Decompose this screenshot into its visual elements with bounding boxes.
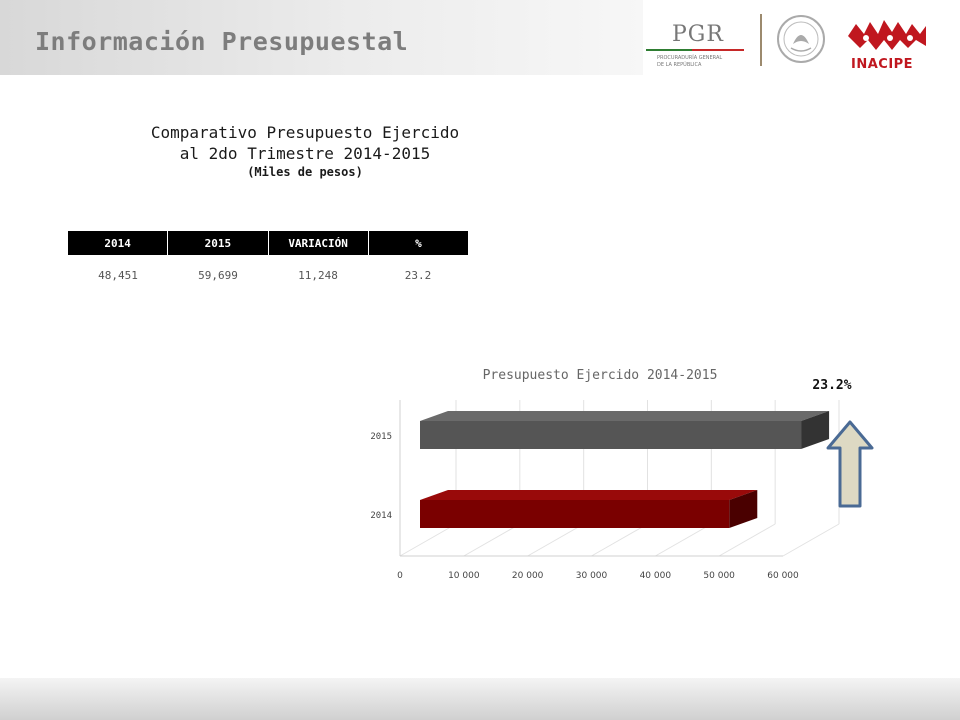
table-cell: 23.2 (404, 268, 432, 282)
chart-title: Presupuesto Ejercido 2014-2015 (483, 368, 718, 383)
tick-label: 50 000 (703, 571, 735, 581)
pgr-subtitle-1: PROCURADURÍA GENERAL (657, 55, 723, 61)
table-header-cell: VARIACIÓN (269, 231, 369, 255)
gridline-floor (463, 523, 521, 557)
bar-top-2015 (420, 411, 830, 421)
report-title-line-1: Comparativo Presupuesto Ejercido (150, 123, 460, 142)
table-header-cell: 2014 (68, 231, 169, 255)
budget-bar-chart: Presupuesto Ejercido 2014-2015 2014 2015 0 1… (370, 368, 874, 581)
table-header-cell: 2015 (168, 231, 269, 255)
inacipe-logo-icon (848, 20, 926, 50)
bar-2014 (420, 500, 730, 528)
report-units: (Miles de pesos) (247, 165, 363, 179)
inacipe-logo-text: INACIPE (851, 57, 914, 72)
pgr-subtitle-2: DE LA REPÚBLICA (657, 62, 702, 68)
budget-table: 2014 2015 VARIACIÓN % 48,451 59,699 11,2… (68, 231, 468, 295)
tick-label: 60 000 (767, 571, 799, 581)
table-cell: 48,451 (98, 268, 138, 282)
pgr-rule-red (692, 49, 744, 51)
gridline-floor (718, 523, 776, 557)
header-band (0, 0, 643, 75)
bar-side-2015 (801, 411, 830, 449)
report-title-line-2: al 2do Trimestre 2014-2015 (179, 144, 431, 163)
report-title-block: Comparativo Presupuesto Ejercido al 2do … (100, 122, 510, 180)
category-label: 2015 (370, 432, 392, 442)
bar-side-2014 (729, 490, 758, 528)
table-cell: 59,699 (198, 268, 238, 282)
increase-arrow-icon (826, 420, 874, 508)
tick-label: 30 000 (576, 571, 608, 581)
category-label: 2014 (370, 511, 392, 521)
gridline-floor (591, 523, 648, 557)
table-cell: 11,248 (298, 268, 338, 282)
table-row: 48,451 59,699 11,248 23.2 (68, 255, 468, 295)
pgr-logo-text: PGR (672, 22, 724, 47)
tick-label: 40 000 (640, 571, 672, 581)
gridline-floor (655, 523, 712, 557)
gridline-floor (782, 523, 840, 557)
logo-divider (760, 14, 762, 66)
variation-annotation: 23.2% (812, 378, 851, 393)
gridline-floor (527, 523, 584, 557)
footer-band (0, 678, 960, 720)
tick-label: 10 000 (448, 571, 480, 581)
page-title: Información Presupuestal (35, 27, 409, 56)
bar-2015 (420, 421, 802, 449)
tick-label: 20 000 (512, 571, 544, 581)
bar-top-2014 (420, 490, 758, 500)
pgr-rule-green (646, 49, 692, 51)
table-header-row: 2014 2015 VARIACIÓN % (68, 231, 468, 255)
table-header-cell: % (415, 236, 422, 250)
mexico-seal-icon (777, 15, 825, 63)
tick-label: 0 (397, 571, 403, 581)
gridline-floor (399, 523, 457, 557)
